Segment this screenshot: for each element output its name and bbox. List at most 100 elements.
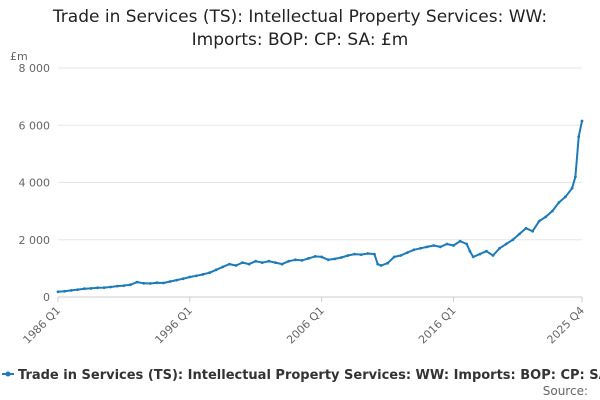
- legend-series-label[interactable]: Trade in Services (TS): Intellectual Pro…: [18, 368, 600, 383]
- data-point: [96, 286, 99, 290]
- data-point: [518, 232, 521, 236]
- data-point: [300, 259, 304, 262]
- y-tick-label: 0: [43, 291, 50, 304]
- data-point: [267, 259, 271, 263]
- data-point: [168, 280, 172, 283]
- data-point: [142, 281, 146, 285]
- x-axis-ticks: 1986 Q1 1996 Q1 2006 Q1 2016 Q1 2025 Q4: [21, 296, 588, 347]
- data-point: [577, 135, 581, 139]
- data-point: [63, 289, 66, 293]
- data-point: [392, 255, 396, 259]
- data-point: [419, 246, 422, 250]
- data-point: [135, 280, 139, 284]
- data-point: [376, 262, 380, 266]
- data-point: [287, 259, 291, 263]
- data-point: [221, 265, 225, 269]
- data-point: [129, 283, 132, 287]
- legend[interactable]: Trade in Services (TS): Intellectual Pro…: [2, 368, 600, 383]
- data-point: [478, 252, 482, 256]
- data-point: [353, 252, 356, 256]
- data-point: [570, 186, 574, 190]
- data-point: [544, 215, 548, 219]
- data-point: [366, 252, 370, 255]
- data-point: [181, 277, 185, 281]
- x-tick-label: 2006 Q1: [284, 304, 327, 347]
- data-point: [452, 244, 455, 247]
- data-point: [175, 278, 179, 282]
- data-point: [247, 262, 251, 266]
- data-point: [468, 249, 472, 253]
- data-point: [148, 282, 152, 285]
- data-point: [56, 290, 60, 294]
- data-point: [155, 281, 159, 285]
- data-point: [109, 285, 113, 289]
- data-point: [293, 258, 297, 262]
- data-point: [326, 258, 330, 262]
- data-point: [260, 261, 264, 264]
- data-point: [580, 119, 584, 123]
- data-point: [208, 271, 212, 275]
- data-point: [564, 195, 567, 199]
- data-point: [458, 239, 462, 243]
- data-point: [195, 274, 198, 278]
- data-point: [445, 242, 449, 246]
- data-point: [234, 264, 238, 267]
- y-tick-label: 6 000: [19, 119, 51, 132]
- data-point: [399, 254, 403, 257]
- data-point: [320, 255, 323, 259]
- data-point: [485, 249, 488, 253]
- data-point: [76, 288, 80, 291]
- x-tick-label: 2016 Q1: [416, 304, 459, 347]
- data-point: [511, 238, 515, 242]
- data-point: [254, 259, 258, 263]
- data-point: [425, 245, 429, 249]
- data-point: [405, 251, 409, 255]
- data-point: [340, 256, 343, 259]
- data-point: [188, 275, 192, 279]
- data-point: [524, 226, 528, 230]
- x-tick-label: 2025 Q4: [545, 304, 588, 347]
- data-point: [115, 284, 119, 288]
- x-tick-label: 1996 Q1: [152, 304, 195, 347]
- chart-title-line-2: Imports: BOP: CP: SA: £m: [192, 30, 409, 50]
- data-point: [471, 255, 475, 259]
- data-point: [504, 242, 508, 246]
- data-point: [280, 262, 284, 266]
- data-point: [102, 286, 106, 289]
- data-point: [373, 252, 376, 256]
- data-point: [432, 244, 436, 247]
- data-point: [491, 254, 495, 257]
- chart-title-line-1: Trade in Services (TS): Intellectual Pro…: [52, 7, 547, 27]
- gridlines: [58, 67, 582, 298]
- data-point: [83, 287, 86, 291]
- data-point: [241, 261, 245, 264]
- data-point: [313, 255, 317, 258]
- data-point: [122, 284, 126, 287]
- y-tick-label: 2 000: [19, 234, 51, 247]
- data-point: [550, 209, 554, 213]
- data-point: [333, 257, 337, 261]
- series-layer: [56, 119, 584, 294]
- data-point: [498, 246, 501, 250]
- data-point: [228, 262, 231, 266]
- data-point: [89, 287, 93, 290]
- y-axis-ticks: 0 2 000 4 000 6 000 8 000: [19, 62, 51, 304]
- data-point: [346, 254, 350, 257]
- data-point: [379, 264, 383, 267]
- series-line: [57, 120, 583, 293]
- data-point: [162, 281, 165, 285]
- data-point: [274, 261, 277, 264]
- data-point: [201, 273, 205, 276]
- y-tick-label: 4 000: [19, 177, 51, 190]
- legend-dot-marker: [5, 371, 11, 377]
- source-label: Source:: [543, 384, 588, 398]
- data-point: [214, 268, 218, 272]
- data-point: [537, 219, 541, 223]
- y-tick-label: 8 000: [19, 62, 51, 75]
- data-point: [438, 245, 442, 249]
- y-axis-unit-label: £m: [10, 50, 28, 63]
- data-point: [307, 257, 310, 260]
- data-point: [359, 253, 363, 256]
- data-point: [465, 242, 469, 246]
